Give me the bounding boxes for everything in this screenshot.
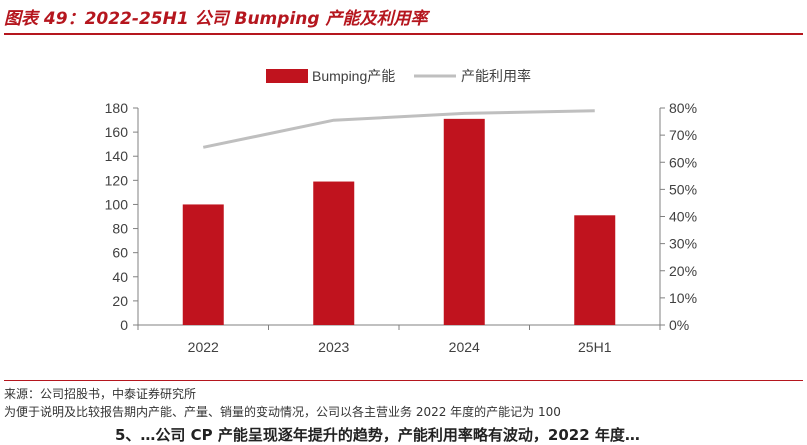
y-left-tick-label: 100 (105, 196, 129, 212)
x-tick-label: 2022 (188, 339, 219, 355)
y-left-tick-label: 120 (105, 172, 129, 188)
y-right-tick-label: 0% (669, 317, 689, 333)
bar (574, 215, 615, 325)
y-right-tick-label: 20% (669, 263, 697, 279)
y-left-tick-label: 60 (112, 245, 128, 261)
source-note: 来源：公司招股书，中泰证券研究所 (4, 385, 196, 402)
x-tick-label: 25H1 (578, 339, 612, 355)
bar (313, 182, 354, 325)
footnote: 为便于说明及比较报告期内产能、产量、销量的变动情况，公司以各主营业务 2022 … (4, 403, 561, 420)
x-tick-label: 2024 (449, 339, 480, 355)
y-left-tick-label: 0 (120, 317, 128, 333)
y-right-tick-label: 30% (669, 236, 697, 252)
y-left-tick-label: 80 (112, 221, 128, 237)
legend-bar-label: Bumping产能 (312, 68, 395, 84)
y-left-tick-label: 180 (105, 100, 129, 116)
cut-off-body-text: 5、…公司 CP 产能呈现逐年提升的趋势，产能利用率略有波动，2022 年度… (115, 424, 640, 445)
y-right-tick-label: 40% (669, 209, 697, 225)
source-rule (4, 380, 803, 381)
legend-bar-swatch (266, 69, 308, 83)
y-left-tick-label: 40 (112, 269, 128, 285)
y-right-tick-label: 60% (669, 154, 697, 170)
x-tick-label: 2023 (318, 339, 349, 355)
utilization-line (203, 111, 595, 148)
y-left-tick-label: 140 (105, 148, 129, 164)
y-right-tick-label: 80% (669, 100, 697, 116)
bar (183, 204, 224, 325)
legend-line-label: 产能利用率 (461, 68, 531, 84)
y-left-tick-label: 20 (112, 293, 128, 309)
bar (444, 119, 485, 325)
y-right-tick-label: 10% (669, 290, 697, 306)
y-right-tick-label: 50% (669, 181, 697, 197)
y-left-tick-label: 160 (105, 124, 129, 140)
y-right-tick-label: 70% (669, 127, 697, 143)
chart: 0 20 40 60 80 100 120 140 160 180 0% 10% 20% 30% 40% 50… (0, 0, 807, 380)
